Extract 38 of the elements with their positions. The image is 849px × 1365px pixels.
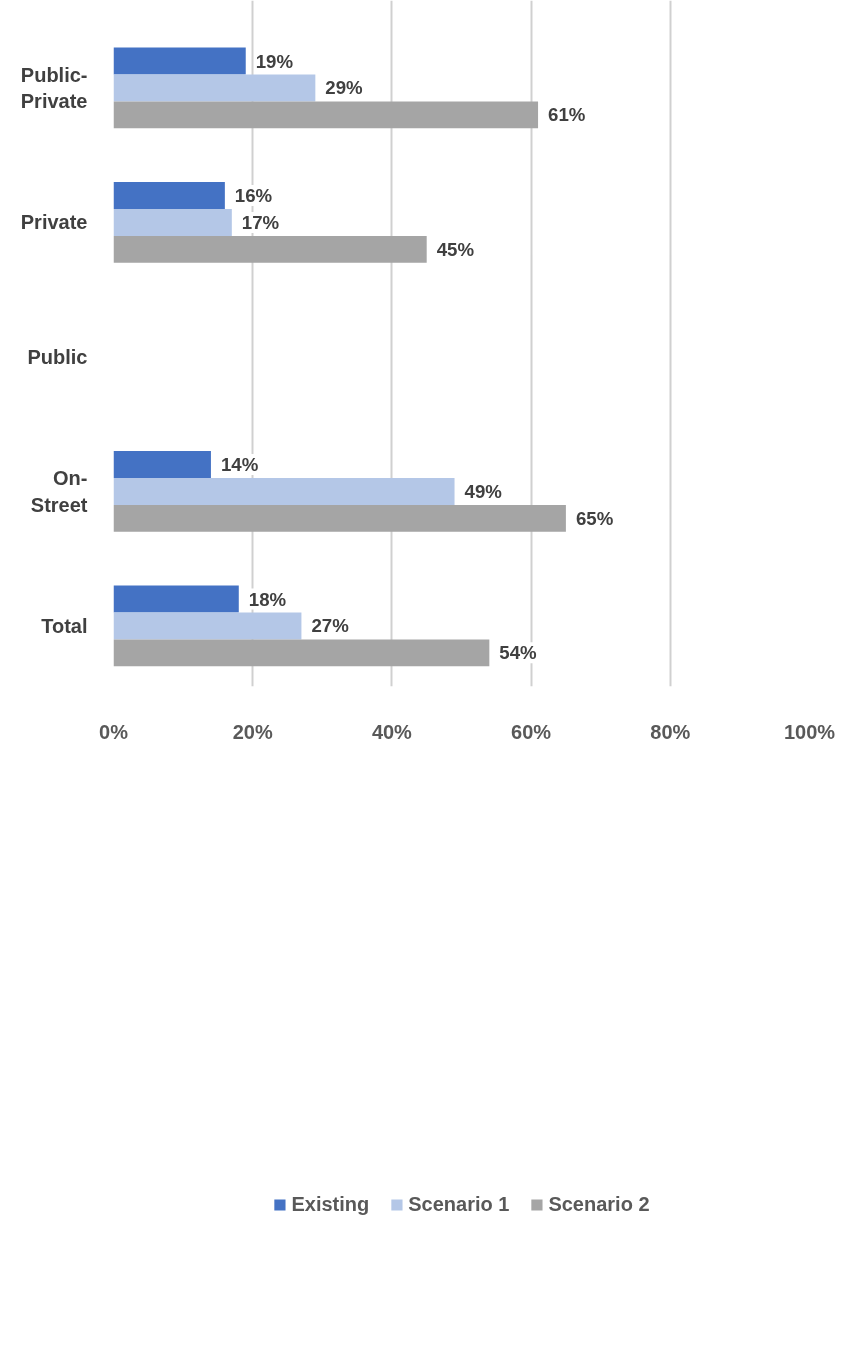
y-tick-label: Total — [41, 614, 88, 637]
data-label: 17% — [241, 211, 280, 233]
bar — [113, 504, 566, 532]
x-tick-label: 20% — [232, 720, 273, 743]
data-label: 65% — [575, 507, 614, 529]
bar — [113, 612, 302, 640]
legend-label: Scenario 2 — [548, 1192, 650, 1216]
bar — [113, 101, 539, 129]
data-label: 27% — [311, 615, 350, 637]
y-tick-label: Public — [27, 345, 88, 368]
data-label: 45% — [436, 238, 475, 260]
data-label: 29% — [325, 77, 364, 99]
data-label: 14% — [220, 454, 259, 476]
data-label: 61% — [548, 104, 586, 126]
x-tick-label: 0% — [99, 720, 129, 743]
bar — [113, 639, 490, 667]
data-label: 54% — [499, 642, 538, 664]
y-tick-label: On-Street — [30, 467, 88, 516]
data-label: 49% — [464, 480, 503, 502]
legend-label: Scenario 1 — [408, 1192, 510, 1216]
x-tick-label: 100% — [783, 720, 836, 743]
x-tick-label: 80% — [650, 720, 691, 743]
data-label: 19% — [255, 50, 294, 72]
bar — [113, 478, 455, 505]
bar — [113, 208, 232, 236]
y-tick-label: Private — [20, 211, 88, 234]
bar — [113, 451, 211, 479]
legend-label: Existing — [291, 1192, 370, 1216]
bar — [113, 47, 246, 75]
bar — [113, 182, 225, 209]
bar — [113, 235, 427, 263]
x-tick-label: 40% — [371, 720, 413, 743]
x-tick-label: 60% — [511, 720, 552, 743]
bar — [113, 74, 316, 102]
data-label: 18% — [248, 588, 287, 610]
y-tick-label: Public-Private — [20, 63, 88, 113]
bar — [113, 585, 239, 613]
data-label: 16% — [234, 185, 273, 207]
